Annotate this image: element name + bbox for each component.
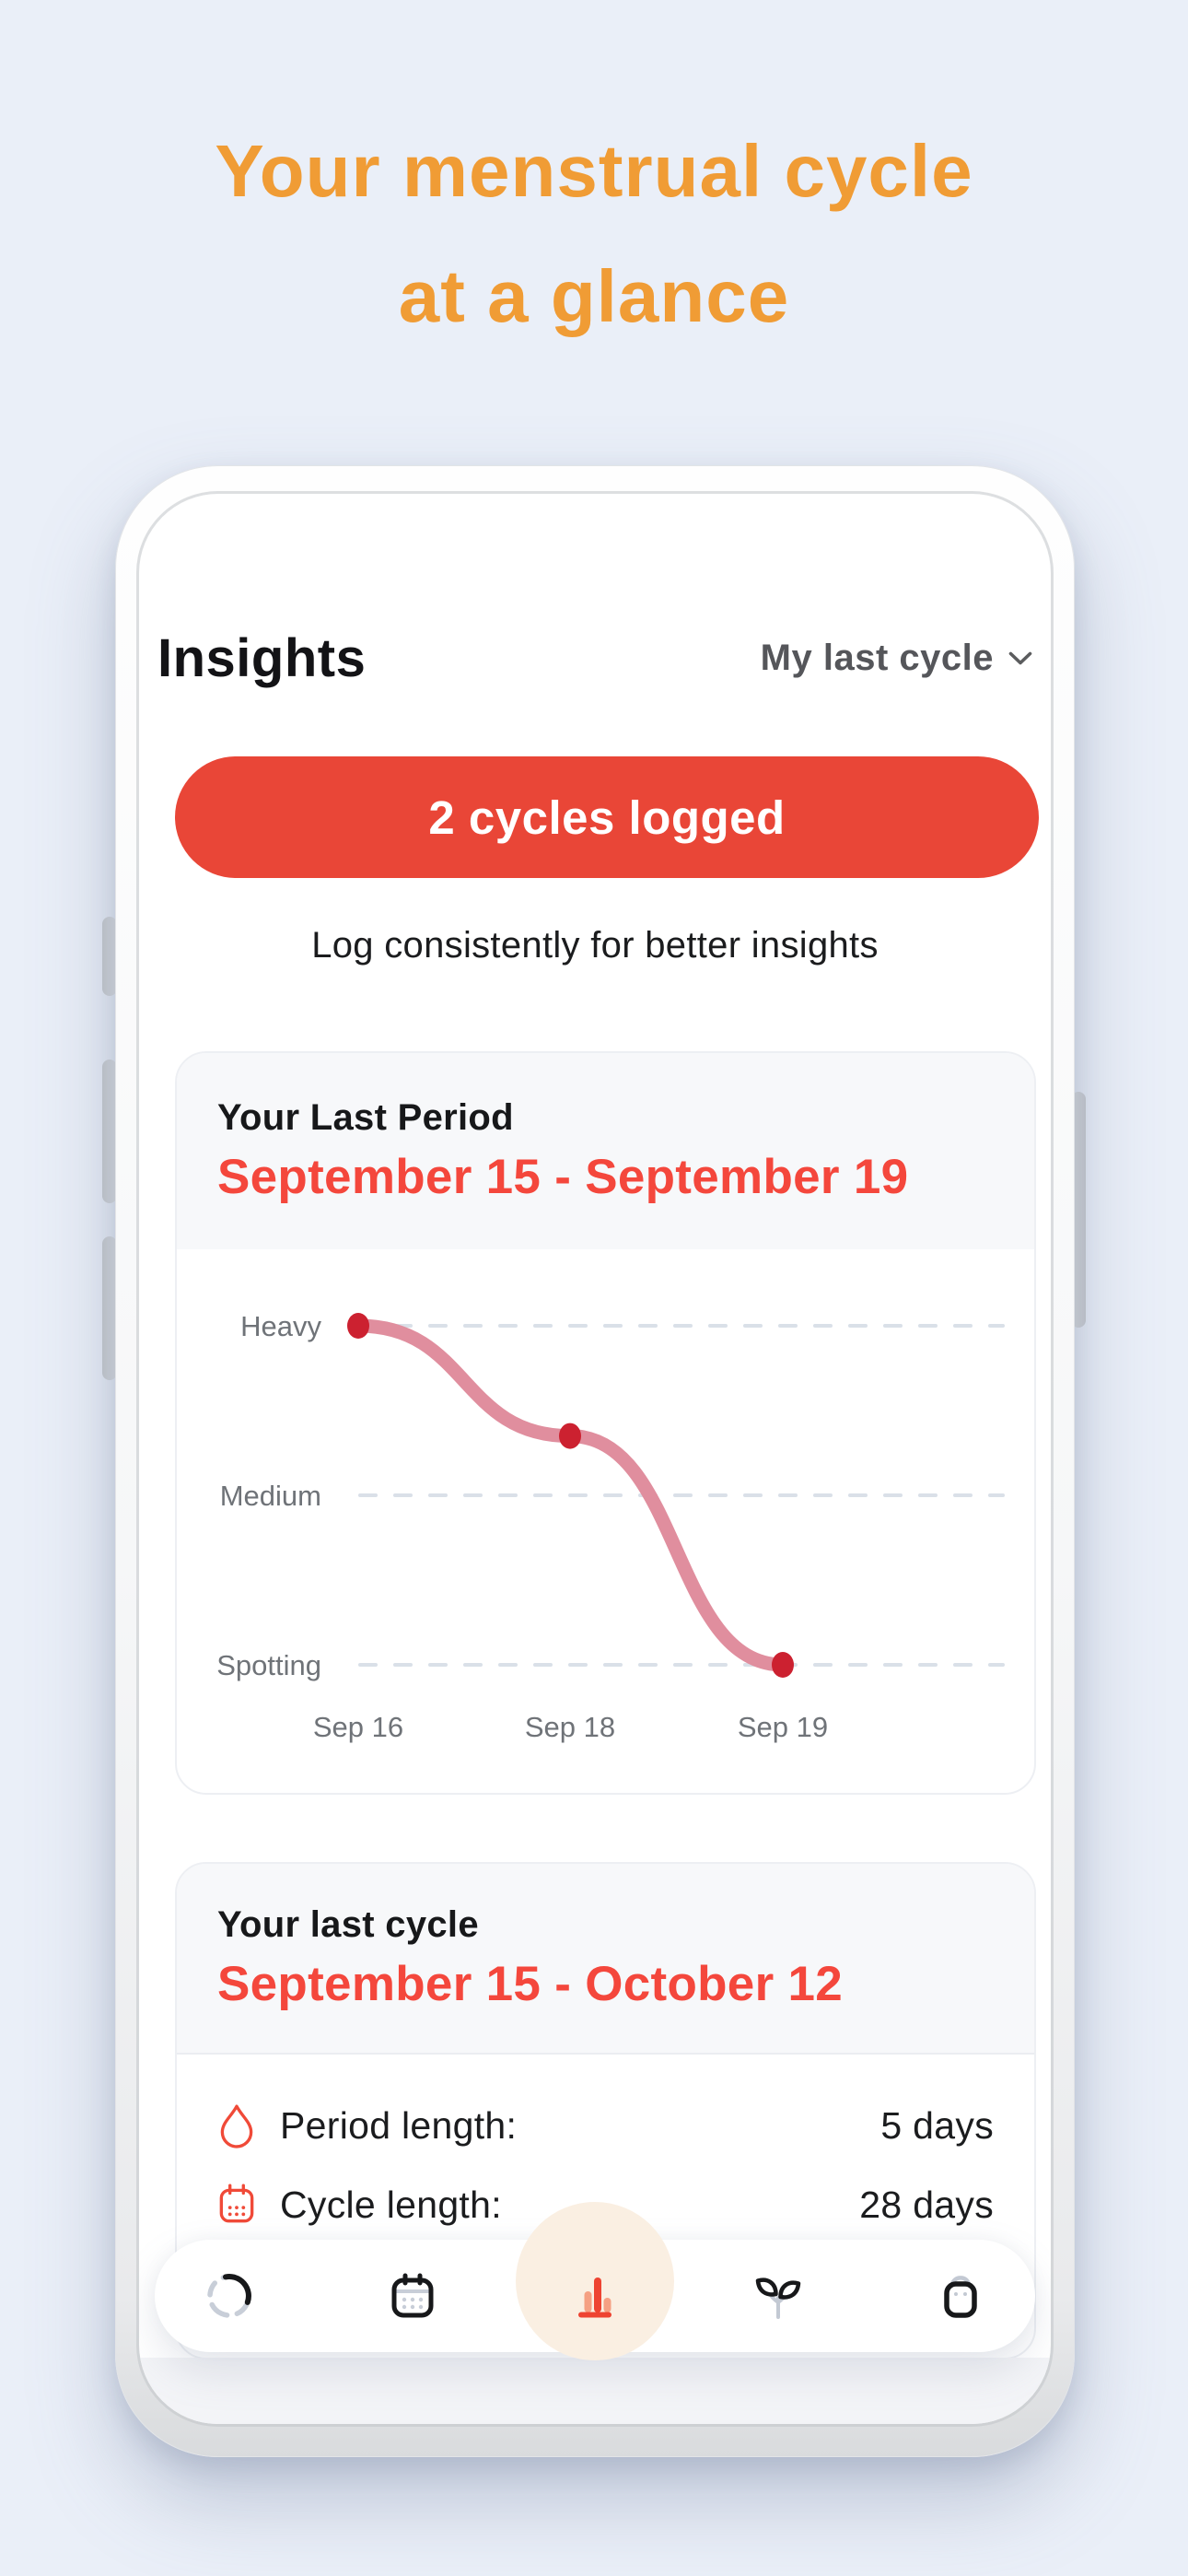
nav-item-plant[interactable] [751,2269,805,2323]
chevron-down-icon [1008,651,1032,666]
nav-item-stats-active[interactable] [516,2202,674,2360]
bottom-nav-icons [155,2202,1035,2360]
calendar-icon [386,2269,439,2323]
bag-icon [934,2269,987,2323]
last-period-date-range: September 15 - September 19 [217,1150,909,1204]
phone-power-button [1071,1092,1086,1328]
last-cycle-card-header: Your last cycle September 15 - October 1… [177,1864,1034,2053]
phone-mockup-frame: Insights My last cycle 2 cycles logged L… [115,465,1075,2457]
app-header: Insights My last cycle [157,627,1032,689]
last-cycle-date-range: September 15 - October 12 [217,1957,844,2011]
phone-screen: Insights My last cycle 2 cycles logged L… [139,494,1051,2424]
cycles-logged-button[interactable]: 2 cycles logged [175,756,1039,878]
drop-icon [217,2102,260,2149]
cycle-length-label: Cycle length: [280,2183,502,2226]
stats-icon [568,2269,622,2323]
page-title: Insights [157,628,367,688]
hero-heading-line1: Your menstrual cycle [215,130,973,212]
cycle-filter-label: My last cycle [760,638,994,678]
nav-item-calendar[interactable] [386,2269,439,2323]
hero-heading-line2: at a glance [398,255,790,337]
cycles-logged-label: 2 cycles logged [428,790,786,844]
calendar-icon [217,2182,260,2228]
cycle-stats: Period length: 5 days [177,2053,1034,2244]
plant-icon [751,2269,805,2323]
cycle-length-row: Cycle length: 28 days [217,2165,994,2244]
nav-item-cycle[interactable] [203,2269,256,2323]
cycle-icon [203,2269,256,2323]
last-period-card-title: Your Last Period [217,1097,514,1138]
phone-volume-up-button [102,1060,117,1203]
hero-heading: Your menstrual cycle at a glance [0,109,1188,359]
period-length-value: 5 days [880,2103,994,2147]
phone-volume-down-button [102,1236,117,1380]
last-period-card: Your Last Period September 15 - Septembe… [175,1051,1036,1795]
nav-item-bag[interactable] [934,2269,987,2323]
period-length-row: Period length: 5 days [217,2086,994,2165]
cycle-length-value: 28 days [859,2183,994,2226]
phone-mute-switch [102,917,117,996]
last-cycle-card-title: Your last cycle [217,1904,479,1945]
cycle-filter-dropdown[interactable]: My last cycle [761,638,1032,679]
screen-bottom-area [139,2358,1051,2424]
last-period-card-header: Your Last Period September 15 - Septembe… [177,1053,1034,1249]
period-length-label: Period length: [280,2103,518,2147]
log-consistently-hint: Log consistently for better insights [311,925,879,966]
